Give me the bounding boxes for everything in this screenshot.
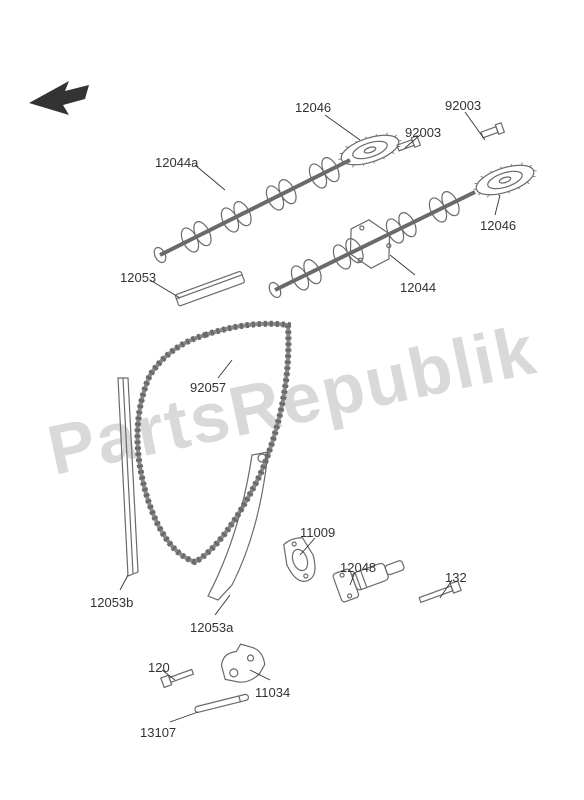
- label-92003-top: 92003: [405, 125, 441, 140]
- part-tensioner-12048: [332, 551, 408, 603]
- part-sprocket-12046a: [334, 126, 405, 173]
- label-92003-r: 92003: [445, 98, 481, 113]
- parts-layer: [0, 0, 584, 800]
- label-12044: 12044: [400, 280, 436, 295]
- part-bracket-11034: [217, 639, 268, 686]
- label-11009: 11009: [300, 525, 335, 540]
- label-12046-r: 12046: [480, 218, 516, 233]
- part-gasket-11009: [279, 535, 320, 586]
- label-132: 132: [445, 570, 467, 585]
- label-120: 120: [148, 660, 170, 675]
- part-guide-12053b: [118, 378, 138, 576]
- label-13107: 13107: [140, 725, 176, 740]
- label-12053a: 12053a: [190, 620, 233, 635]
- part-camshaft-12044a: [152, 155, 350, 265]
- part-chain-92057: [137, 324, 288, 562]
- part-guide-12053: [175, 271, 245, 306]
- label-12053b: 12053b: [90, 595, 133, 610]
- label-12048: 12048: [340, 560, 376, 575]
- label-12053: 12053: [120, 270, 156, 285]
- part-camshaft-12044: [267, 189, 475, 300]
- part-shaft-13107: [194, 694, 249, 713]
- label-11034: 11034: [255, 685, 290, 700]
- label-12046-top: 12046: [295, 100, 331, 115]
- part-sprocket-12046b: [469, 156, 540, 203]
- label-92057: 92057: [190, 380, 226, 395]
- diagram-canvas: PartsRepublik: [0, 0, 584, 800]
- part-bolt-92003b: [480, 123, 504, 140]
- label-12044a: 12044a: [155, 155, 198, 170]
